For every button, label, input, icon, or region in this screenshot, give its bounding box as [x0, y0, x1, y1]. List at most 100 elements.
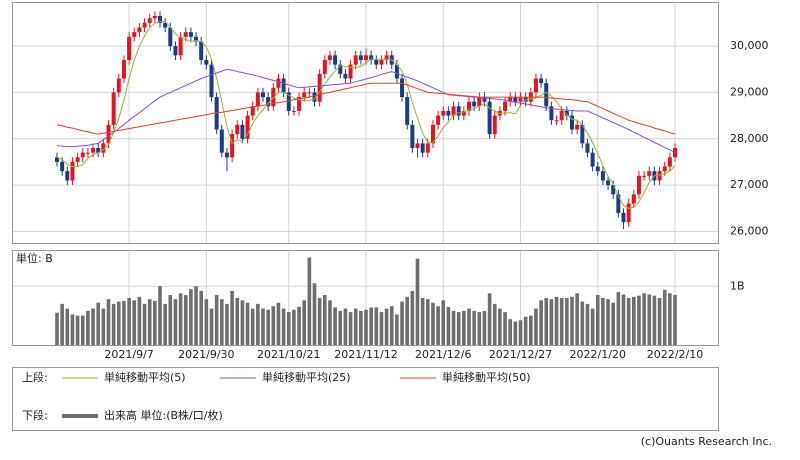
candle-body — [312, 92, 317, 102]
volume-bar — [642, 293, 646, 345]
candle-body — [65, 171, 70, 181]
legend-title: 下段: — [22, 408, 48, 422]
candle-body — [173, 46, 178, 56]
candle-body — [70, 161, 75, 181]
candle-body — [245, 115, 250, 139]
candle-body — [533, 78, 538, 93]
candle-body — [472, 101, 477, 107]
volume-bar — [462, 310, 466, 345]
candle-body — [436, 115, 441, 125]
volume-bar — [492, 303, 497, 345]
volume-bar — [225, 303, 229, 345]
volume-bar — [637, 295, 641, 345]
candle-body — [281, 78, 286, 93]
candle-body — [405, 97, 410, 125]
volume-bar — [570, 296, 574, 345]
volume-bar — [91, 308, 95, 345]
candle-body — [55, 157, 59, 162]
candle-body — [384, 55, 389, 60]
volume-bar — [441, 300, 446, 345]
volume-bar — [220, 299, 224, 345]
volume-bar — [163, 303, 167, 345]
candle-body — [96, 148, 101, 153]
candle-body — [539, 78, 544, 84]
volume-bar — [585, 303, 590, 345]
volume-bar — [266, 309, 270, 345]
volume-bar — [312, 283, 317, 345]
volume-bar — [199, 290, 203, 345]
x-tick-label: 2021/12/27 — [489, 348, 552, 361]
volume-bar — [194, 286, 198, 345]
volume-unit: 単位: B — [16, 251, 53, 265]
volume-bar — [580, 301, 585, 345]
volume-bar — [338, 310, 343, 345]
legend-box — [12, 367, 719, 431]
candle-body — [60, 161, 65, 172]
volume-bar — [647, 294, 652, 345]
volume-bar — [431, 302, 435, 345]
volume-bar — [65, 308, 70, 345]
y-tick-label: 26,000 — [730, 224, 769, 237]
volume-bar — [132, 300, 137, 345]
candle-body — [271, 87, 276, 107]
volume-bar — [565, 298, 569, 345]
volume-bar — [405, 296, 409, 345]
volume-bar — [117, 301, 121, 345]
candle-body — [353, 55, 358, 65]
candle-body — [230, 134, 235, 158]
volume-bar — [652, 295, 657, 345]
candle-body — [441, 110, 446, 116]
candle-body — [631, 194, 636, 204]
volume-bar — [395, 314, 399, 345]
candle-body — [101, 143, 106, 153]
candle-body — [642, 175, 647, 177]
candle-body — [374, 59, 379, 65]
candle-body — [549, 106, 554, 121]
volume-panel — [12, 250, 719, 346]
candle-body — [261, 92, 265, 98]
volume-bar — [348, 312, 353, 345]
volume-bar — [55, 312, 59, 345]
volume-bar — [127, 298, 131, 345]
candle-body — [302, 92, 307, 98]
volume-bar — [436, 306, 440, 345]
volume-bar — [487, 293, 492, 345]
candle-body — [461, 110, 466, 116]
candle-body — [240, 124, 245, 139]
volume-bar — [359, 310, 363, 345]
credit: (c)Ouants Research Inc. — [641, 435, 772, 448]
volume-bar — [189, 289, 193, 345]
candle-body — [106, 124, 111, 144]
volume-bar — [75, 315, 80, 345]
volume-bar — [559, 298, 564, 345]
volume-bar — [668, 293, 672, 345]
candle-body — [137, 27, 142, 33]
x-tick-label: 2022/2/10 — [647, 348, 703, 361]
legend-label: 単純移動平均(5) — [104, 370, 186, 384]
volume-bar — [601, 298, 605, 345]
candle-body — [657, 171, 662, 181]
candle-body — [142, 22, 147, 28]
volume-bar — [518, 320, 523, 345]
y-tick-label: 28,000 — [730, 132, 769, 145]
volume-bar — [590, 308, 595, 345]
volume-bar — [142, 303, 147, 345]
y-tick-label: 30,000 — [730, 39, 769, 52]
volume-bar — [214, 295, 219, 345]
x-tick-label: 2021/10/21 — [257, 348, 320, 361]
candle-body — [636, 175, 641, 195]
price-panel — [12, 2, 719, 244]
candle-body — [467, 101, 471, 111]
volume-bar — [446, 306, 451, 345]
volume-bar — [178, 293, 183, 345]
volume-bar — [271, 306, 276, 345]
candle-body — [199, 41, 204, 60]
volume-bar — [250, 308, 255, 345]
candle-body — [333, 55, 338, 65]
candle-body — [286, 92, 291, 111]
volume-bar — [498, 308, 502, 345]
volume-bar — [657, 298, 662, 345]
candle-body — [410, 124, 415, 149]
x-tick-label: 2021/9/30 — [178, 348, 234, 361]
